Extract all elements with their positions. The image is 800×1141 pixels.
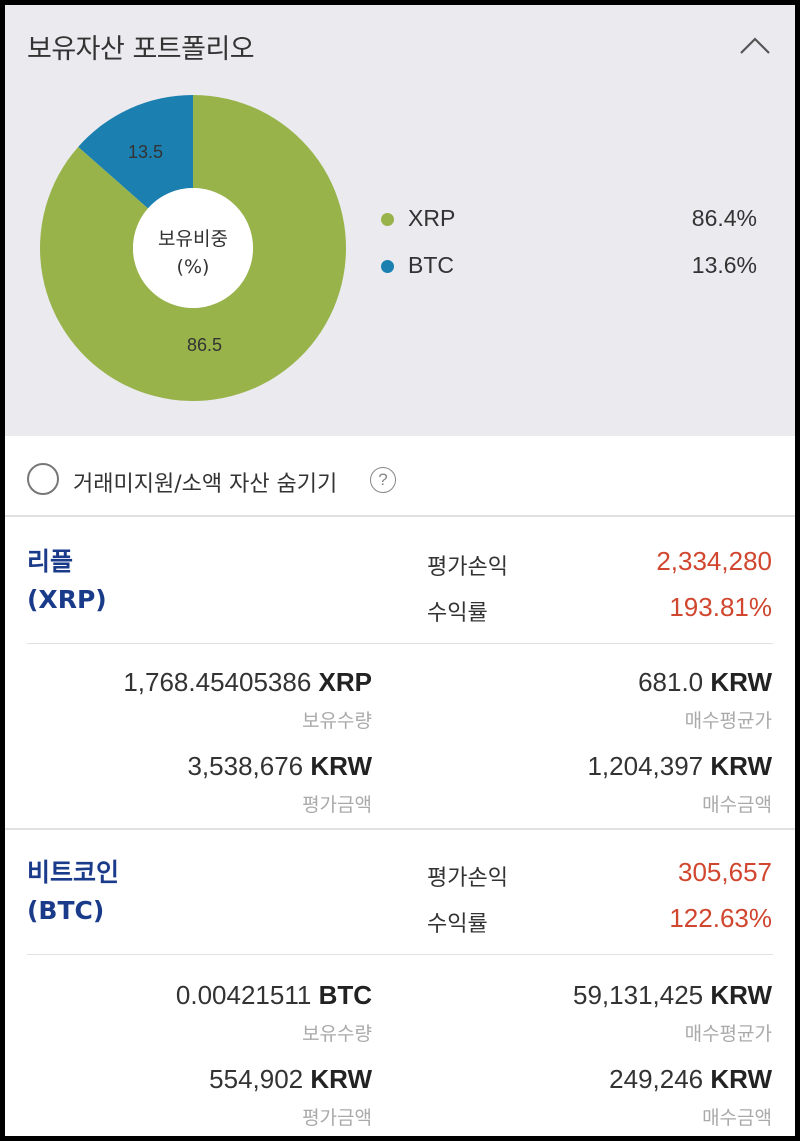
avg-price-label: 매수평균가 <box>684 710 772 732</box>
avg-price-label: 매수평균가 <box>684 1023 772 1045</box>
portfolio-section: 보유자산 포트폴리오 보유비중 (%) 86.5 13.5 XRP 86.4% … <box>5 5 795 436</box>
legend-value: 86.4% <box>691 205 757 231</box>
holdings-value: 0.00421511 BTC <box>176 980 372 1011</box>
buy-unit: KRW <box>710 751 772 781</box>
avg-price-amount: 59,131,425 <box>573 980 704 1010</box>
profit-loss-value: 2,334,280 <box>656 546 772 576</box>
hide-small-assets-radio[interactable] <box>27 463 59 495</box>
holdings-amount: 0.00421511 <box>175 980 312 1010</box>
profit-loss-value: 305,657 <box>678 857 772 887</box>
eval-unit: KRW <box>310 751 372 781</box>
legend-value: 13.6% <box>691 252 757 278</box>
portfolio-title: 보유자산 포트폴리오 <box>27 34 255 65</box>
buy-amount-label: 매수금액 <box>702 794 772 816</box>
profit-loss-label: 평가손익 <box>427 555 508 580</box>
eval-amount-value: 554,902 KRW <box>209 1064 372 1095</box>
divider <box>27 954 773 955</box>
legend-dot-btc <box>381 260 394 273</box>
legend-item-xrp: XRP 86.4% <box>381 203 761 237</box>
donut-slice-xrp <box>40 95 346 401</box>
center-label-unit: (%) <box>176 256 210 278</box>
chevron-up-icon[interactable] <box>735 31 775 61</box>
asset-divider <box>5 828 795 830</box>
divider <box>27 643 773 644</box>
eval-amount-value: 3,538,676 KRW <box>187 751 372 782</box>
eval-amount: 554,902 <box>209 1064 304 1094</box>
return-rate-label: 수익률 <box>427 601 488 626</box>
asset-name-line2: (BTC) <box>27 896 105 925</box>
asset-card-btc[interactable]: 비트코인 (BTC) 평가손익 305,657 수익률 122.63% 0.00… <box>5 830 795 1136</box>
avg-price-amount: 681.0 <box>638 667 704 697</box>
asset-name-line1: 비트코인 <box>27 858 120 887</box>
profit-loss-label: 평가손익 <box>427 866 508 891</box>
donut-chart <box>40 95 346 401</box>
return-rate-value: 193.81% <box>669 592 772 622</box>
holdings-amount: 1,768.45405386 <box>123 667 312 697</box>
asset-card-xrp[interactable]: 리플 (XRP) 평가손익 2,334,280 수익률 193.81% 1,76… <box>5 517 795 829</box>
asset-name-line2: (XRP) <box>27 585 107 614</box>
buy-amount-value: 1,204,397 KRW <box>587 751 772 782</box>
donut-slice-btc <box>78 95 193 209</box>
center-label-title: 보유비중 <box>158 228 228 250</box>
eval-unit: KRW <box>310 1064 372 1094</box>
help-icon[interactable]: ? <box>370 467 396 493</box>
donut-hole <box>133 188 253 308</box>
slice-label-xrp: 86.5 <box>187 335 223 355</box>
legend-name: BTC <box>408 252 454 278</box>
asset-name-line1: 리플 <box>27 547 74 576</box>
buy-amount-label: 매수금액 <box>702 1107 772 1129</box>
eval-amount: 3,538,676 <box>187 751 304 781</box>
legend-item-btc: BTC 13.6% <box>381 250 761 284</box>
return-rate-value: 122.63% <box>669 903 772 933</box>
holdings-unit: XRP <box>318 667 372 697</box>
hide-small-assets-label[interactable]: 거래미지원/소액 자산 숨기기 <box>73 472 338 497</box>
holdings-label: 보유수량 <box>302 1023 372 1045</box>
buy-amount: 1,204,397 <box>587 751 704 781</box>
buy-unit: KRW <box>710 1064 772 1094</box>
avg-price-value: 681.0 KRW <box>638 667 772 698</box>
eval-amount-label: 평가금액 <box>302 794 372 816</box>
return-rate-label: 수익률 <box>427 912 488 937</box>
hide-small-assets-row: 거래미지원/소액 자산 숨기기 ? <box>5 436 795 517</box>
avg-price-unit: KRW <box>710 980 772 1010</box>
avg-price-unit: KRW <box>710 667 772 697</box>
buy-amount: 249,246 <box>609 1064 704 1094</box>
avg-price-value: 59,131,425 KRW <box>573 980 772 1011</box>
holdings-label: 보유수량 <box>302 710 372 732</box>
legend-dot-xrp <box>381 213 394 226</box>
legend-name: XRP <box>408 205 456 231</box>
donut-center-label: 보유비중 (%) <box>118 225 268 281</box>
slice-label-btc: 13.5 <box>128 142 164 162</box>
eval-amount-label: 평가금액 <box>302 1107 372 1129</box>
holdings-unit: BTC <box>318 980 372 1010</box>
app-frame: 보유자산 포트폴리오 보유비중 (%) 86.5 13.5 XRP 86.4% … <box>5 5 795 1136</box>
buy-amount-value: 249,246 KRW <box>609 1064 772 1095</box>
holdings-value: 1,768.45405386 XRP <box>123 667 372 698</box>
